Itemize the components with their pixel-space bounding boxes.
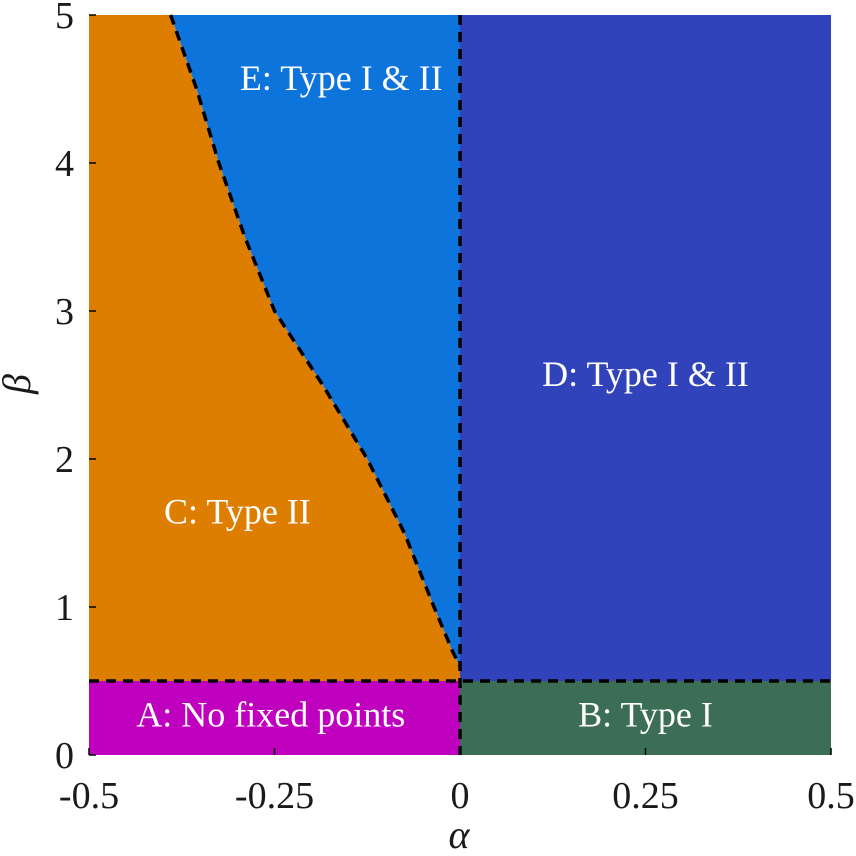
region-c xyxy=(89,15,460,681)
region-label-e: E: Type I & II xyxy=(240,58,443,98)
region-label-a: A: No fixed points xyxy=(136,694,405,734)
y-tick-label: 0 xyxy=(55,735,74,777)
x-tick-label: 0.25 xyxy=(612,775,679,817)
x-tick-label: -0.5 xyxy=(59,775,119,817)
x-axis: -0.5 -0.25 0 0.25 0.5 xyxy=(59,748,855,817)
y-axis-label: β xyxy=(0,374,39,395)
x-axis-label: α xyxy=(449,812,471,856)
region-label-b: B: Type I xyxy=(578,694,713,734)
region-a xyxy=(89,681,460,755)
y-tick-label: 5 xyxy=(55,0,74,37)
region-label-c: C: Type II xyxy=(164,492,311,532)
y-axis: 0 1 2 3 4 5 xyxy=(55,0,96,777)
x-tick-label: 0.5 xyxy=(807,775,855,817)
y-tick-label: 3 xyxy=(55,291,74,333)
region-b xyxy=(460,681,831,755)
x-tick-label: 0 xyxy=(451,775,470,817)
regions-layer xyxy=(89,15,831,755)
region-label-d: D: Type I & II xyxy=(542,354,749,394)
y-tick-label: 4 xyxy=(55,143,74,185)
boundaries-layer xyxy=(89,14,831,755)
boundary-curve xyxy=(168,14,462,667)
x-tick-label: -0.25 xyxy=(235,775,314,817)
y-tick-label: 1 xyxy=(55,587,74,629)
region-e xyxy=(170,15,460,681)
region-labels-layer: A: No fixed points B: Type I C: Type II D: … xyxy=(136,58,749,734)
region-d xyxy=(460,15,831,681)
y-tick-label: 2 xyxy=(55,439,74,481)
